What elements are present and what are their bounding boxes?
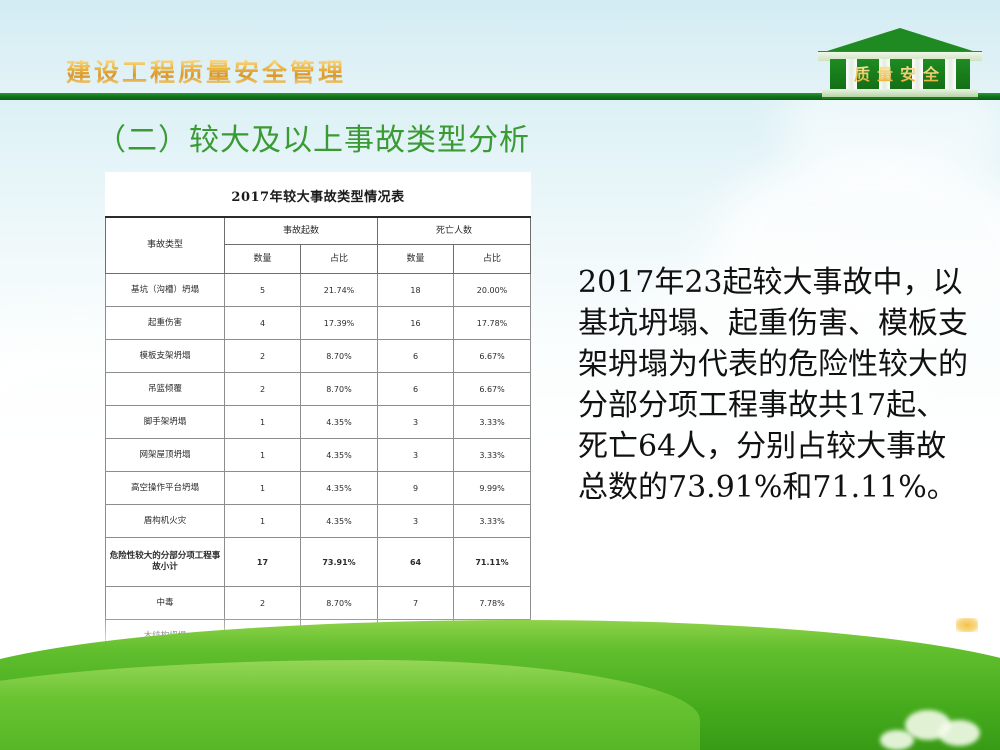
cell-accident-type: 高空操作平台坍塌 [105,471,225,505]
col-header-accident-share: 占比 [299,244,379,274]
cell-accident-count: 2 [224,586,301,620]
cell-accident-type: 吊篮倾覆 [105,372,225,406]
col-header-death-share: 占比 [453,244,532,274]
table-row: 高空操作平台坍塌 1 4.35% 9 9.99% [105,471,532,505]
cell-accident-count: 1 [224,405,301,439]
cell-death-share: 3.33% [453,438,532,472]
cell-accident-count: 1 [224,438,301,472]
cell-accident-count: 2 [224,372,301,406]
cell-death-share: 3.33% [453,504,532,538]
cell-death-count: 9 [377,471,455,505]
cell-accident-share: 73.91% [299,537,379,587]
table-row: 危险性较大的分部分项工程事故小计 17 73.91% 64 71.11% [105,537,532,587]
cell-death-share: 3.33% [453,405,532,439]
grass-field-front [0,660,700,750]
col-header-death-count: 数量 [377,244,455,274]
cell-death-count: 3 [377,438,455,472]
quality-safety-temple-logo: 质量安全 [818,28,982,99]
cell-death-count: 64 [377,537,455,587]
cell-death-count: 6 [377,339,455,373]
cell-accident-share: 4.35% [299,405,379,439]
cell-accident-share: 4.35% [299,504,379,538]
cell-accident-type: 盾构机火灾 [105,504,225,538]
cell-accident-share: 17.39% [299,306,379,340]
cloud-puff-decoration [938,720,980,746]
cell-death-share: 71.11% [453,537,532,587]
table-row: 模板支架坍塌 2 8.70% 6 6.67% [105,339,532,373]
cell-death-count: 18 [377,273,455,307]
logo-label: 质量安全 [830,64,970,85]
cell-death-count: 16 [377,306,455,340]
header-title: 建设工程质量安全管理 [66,58,347,87]
table-row: 基坑（沟槽）坍塌 5 21.74% 18 20.00% [105,273,532,307]
cloud-decoration [640,255,940,425]
cell-death-share: 20.00% [453,273,532,307]
cell-death-share: 17.78% [453,306,532,340]
cell-accident-count: 1 [224,471,301,505]
table-row: 吊篮倾覆 2 8.70% 6 6.67% [105,372,532,406]
cell-death-count: 3 [377,405,455,439]
col-header-type: 事故类型 [105,216,225,274]
temple-column-icon [912,59,923,91]
accident-type-table: 事故类型 事故起数 死亡人数 数量 占比 数量 占比 基坑（沟槽）坍塌 5 21.7… [105,216,532,750]
cell-accident-type: 网架屋顶坍塌 [105,438,225,472]
cloud-puff-decoration [880,730,914,750]
cell-accident-type: 脚手架坍塌 [105,405,225,439]
temple-column-icon [879,59,890,91]
table-row: 盾构机火灾 1 4.35% 3 3.33% [105,504,532,538]
sun-glow-decoration [956,618,978,632]
cell-accident-share: 21.74% [299,273,379,307]
cell-accident-count: 2 [224,339,301,373]
temple-base-icon [822,89,978,99]
cell-accident-share: 4.35% [299,471,379,505]
temple-entablature-icon [818,51,982,61]
table-header: 事故类型 事故起数 死亡人数 数量 占比 数量 占比 [105,216,532,274]
cell-accident-type: 模板支架坍塌 [105,339,225,373]
cell-death-share: 7.78% [453,586,532,620]
cell-accident-type: 中毒 [105,586,225,620]
table-row: 起重伤害 4 17.39% 16 17.78% [105,306,532,340]
cell-accident-share: 8.70% [299,586,379,620]
table-row: 中毒 2 8.70% 7 7.78% [105,586,532,620]
cell-death-count: 7 [377,586,455,620]
table-title: 2017年较大事故类型情况表 [231,190,405,205]
temple-column-icon [945,59,956,91]
cell-death-share: 6.67% [453,339,532,373]
cell-accident-type: 起重伤害 [105,306,225,340]
temple-column-icon [846,59,857,91]
summary-note: 2017年23起较大事故中，以基坑坍塌、起重伤害、模板支架坍塌为代表的危险性较大… [578,265,968,505]
cell-accident-share: 4.35% [299,438,379,472]
col-header-accident-count-group: 事故起数 [223,216,379,245]
table-row: 脚手架坍塌 1 4.35% 3 3.33% [105,405,532,439]
temple-roof-icon [824,28,976,52]
cell-accident-count: 4 [224,306,301,340]
cell-accident-share: 8.70% [299,339,379,373]
cell-accident-type: 基坑（沟槽）坍塌 [105,273,225,307]
cell-accident-type: 危险性较大的分部分项工程事故小计 [105,537,225,587]
page-title: （二）较大及以上事故类型分析 [96,123,530,158]
col-header-death-count-group: 死亡人数 [377,216,532,245]
cell-accident-count: 17 [224,537,301,587]
col-header-accident-count: 数量 [224,244,301,274]
table-row: 网架屋顶坍塌 1 4.35% 3 3.33% [105,438,532,472]
cell-accident-count: 5 [224,273,301,307]
cell-death-share: 6.67% [453,372,532,406]
cell-accident-count: 1 [224,504,301,538]
table-body: 基坑（沟槽）坍塌 5 21.74% 18 20.00% 起重伤害 4 17.39% 16 17.7… [105,273,532,750]
header-divider-rule [0,93,1000,100]
cell-death-count: 3 [377,504,455,538]
cell-accident-share: 8.70% [299,372,379,406]
cell-death-count: 6 [377,372,455,406]
cell-death-share: 9.99% [453,471,532,505]
